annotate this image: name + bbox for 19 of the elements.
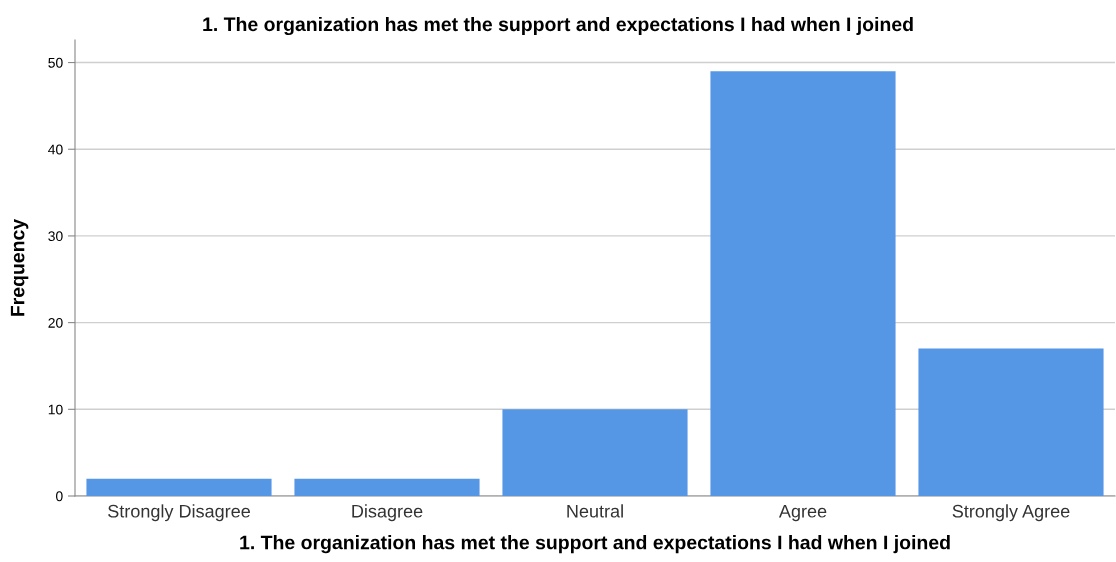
bar: [502, 409, 688, 496]
x-tick-label: Agree: [778, 505, 827, 522]
y-tick-label: 10: [48, 404, 63, 415]
y-axis-title: Frequency: [10, 218, 29, 316]
x-tick-label: Strongly Agree: [952, 504, 1070, 522]
bar: [918, 348, 1104, 496]
y-tick-label: 50: [48, 57, 63, 68]
bar: [710, 71, 896, 496]
chart-title: 1. The organization has met the support and expectations I had when I joined: [203, 16, 913, 36]
y-tick-label: 0: [56, 491, 63, 502]
y-tick-label: 40: [48, 144, 63, 155]
y-tick-label: 30: [48, 231, 63, 242]
y-tick-label: 20: [48, 317, 63, 328]
bar: [86, 478, 272, 496]
x-axis-title: 1. The organization has met the support and expectations I had when I joined: [240, 535, 950, 554]
bar: [294, 478, 480, 496]
x-tick-label: Strongly Disagree: [108, 504, 250, 522]
x-tick-label: Disagree: [352, 504, 423, 522]
x-tick-label: Neutral: [567, 504, 623, 518]
